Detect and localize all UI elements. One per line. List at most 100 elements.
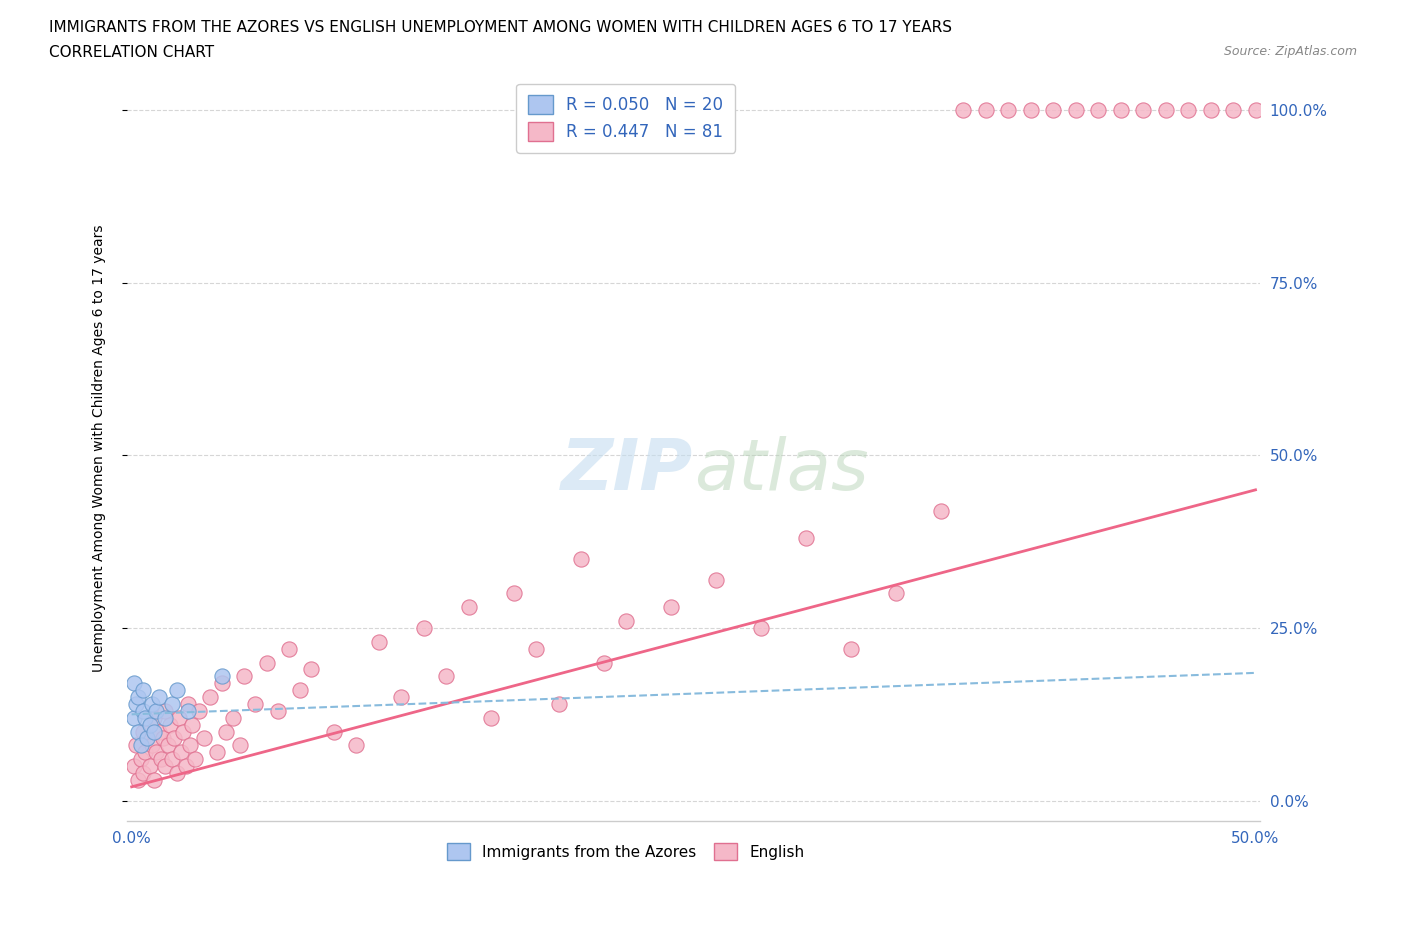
- Point: [200, 690, 222, 705]
- Text: Source: ZipAtlas.com: Source: ZipAtlas.com: [1223, 45, 1357, 58]
- Point: [301, 662, 323, 677]
- Point: [136, 731, 159, 746]
- Point: [952, 102, 974, 117]
- Point: [156, 737, 179, 752]
- Point: [614, 614, 637, 629]
- Point: [160, 751, 183, 766]
- Point: [278, 642, 301, 657]
- Point: [122, 711, 145, 725]
- Legend: Immigrants from the Azores, English: Immigrants from the Azores, English: [440, 837, 811, 866]
- Point: [1199, 102, 1222, 117]
- Point: [177, 703, 200, 718]
- Point: [132, 765, 155, 780]
- Point: [1222, 102, 1244, 117]
- Point: [1132, 102, 1154, 117]
- Point: [183, 751, 205, 766]
- Text: CORRELATION CHART: CORRELATION CHART: [49, 45, 214, 60]
- Point: [136, 731, 159, 746]
- Y-axis label: Unemployment Among Women with Children Ages 6 to 17 years: Unemployment Among Women with Children A…: [93, 225, 107, 672]
- Point: [211, 669, 233, 684]
- Point: [138, 717, 160, 732]
- Point: [997, 102, 1019, 117]
- Point: [127, 724, 149, 739]
- Point: [389, 690, 412, 705]
- Point: [148, 690, 170, 705]
- Point: [166, 765, 188, 780]
- Point: [290, 683, 312, 698]
- Point: [222, 711, 245, 725]
- Point: [884, 586, 907, 601]
- Point: [434, 669, 457, 684]
- Point: [177, 697, 200, 711]
- Point: [125, 697, 148, 711]
- Point: [172, 724, 194, 739]
- Point: [256, 655, 278, 670]
- Point: [132, 703, 155, 718]
- Point: [412, 620, 434, 635]
- Point: [211, 676, 233, 691]
- Point: [167, 711, 190, 725]
- Point: [143, 711, 166, 725]
- Point: [138, 759, 160, 774]
- Point: [346, 737, 368, 752]
- Point: [122, 676, 145, 691]
- Text: IMMIGRANTS FROM THE AZORES VS ENGLISH UNEMPLOYMENT AMONG WOMEN WITH CHILDREN AGE: IMMIGRANTS FROM THE AZORES VS ENGLISH UN…: [49, 20, 952, 35]
- Point: [127, 690, 149, 705]
- Point: [155, 759, 177, 774]
- Point: [1177, 102, 1199, 117]
- Point: [228, 737, 250, 752]
- Point: [1087, 102, 1109, 117]
- Point: [160, 697, 183, 711]
- Point: [233, 669, 256, 684]
- Point: [148, 724, 170, 739]
- Point: [569, 551, 592, 566]
- Point: [205, 745, 228, 760]
- Point: [143, 724, 166, 739]
- Point: [129, 737, 152, 752]
- Point: [323, 724, 346, 739]
- Point: [152, 731, 174, 746]
- Point: [141, 737, 163, 752]
- Point: [1019, 102, 1042, 117]
- Point: [1042, 102, 1064, 117]
- Point: [592, 655, 614, 670]
- Point: [170, 745, 193, 760]
- Point: [839, 642, 862, 657]
- Point: [179, 737, 201, 752]
- Point: [163, 731, 186, 746]
- Point: [502, 586, 524, 601]
- Point: [134, 745, 156, 760]
- Point: [132, 724, 155, 739]
- Point: [524, 642, 547, 657]
- Point: [193, 731, 215, 746]
- Point: [794, 531, 817, 546]
- Point: [149, 751, 172, 766]
- Point: [129, 751, 152, 766]
- Point: [155, 703, 177, 718]
- Point: [479, 711, 502, 725]
- Point: [1064, 102, 1087, 117]
- Point: [547, 697, 569, 711]
- Point: [159, 717, 181, 732]
- Point: [145, 703, 167, 718]
- Point: [155, 711, 177, 725]
- Point: [704, 572, 727, 587]
- Point: [143, 773, 166, 788]
- Point: [974, 102, 997, 117]
- Point: [1154, 102, 1177, 117]
- Point: [1244, 102, 1267, 117]
- Point: [245, 697, 267, 711]
- Point: [929, 503, 952, 518]
- Point: [132, 683, 155, 698]
- Point: [267, 703, 290, 718]
- Point: [749, 620, 772, 635]
- Point: [215, 724, 238, 739]
- Point: [174, 759, 197, 774]
- Point: [122, 759, 145, 774]
- Point: [141, 697, 163, 711]
- Point: [457, 600, 479, 615]
- Point: [125, 737, 148, 752]
- Text: ZIP: ZIP: [561, 436, 693, 505]
- Point: [367, 634, 389, 649]
- Text: atlas: atlas: [693, 436, 869, 505]
